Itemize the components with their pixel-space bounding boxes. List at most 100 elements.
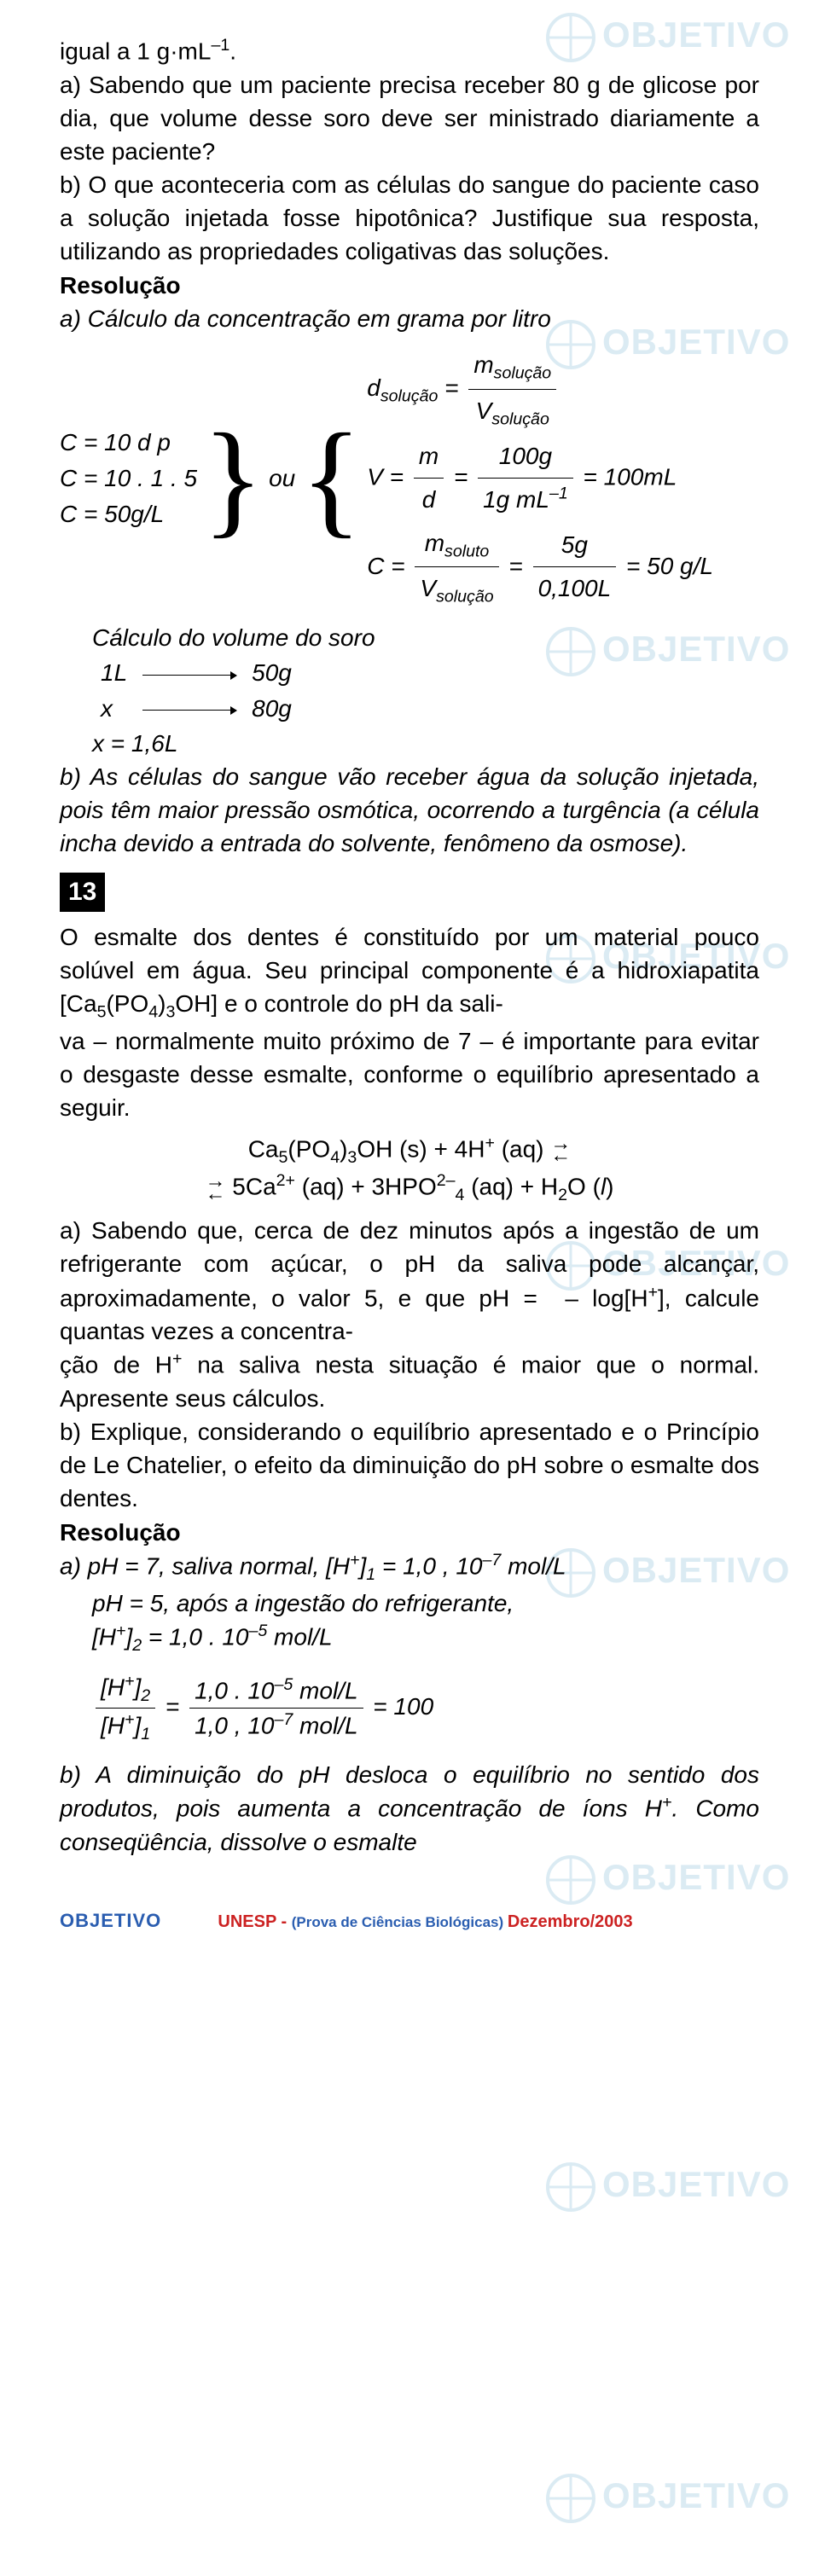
eq2: =	[454, 463, 474, 490]
v-line: V = m d = 100g 1g mL–1 = 100mL	[367, 435, 713, 522]
q13qa5: +	[172, 1349, 182, 1368]
equilibrium-arrow-icon: →←	[550, 1138, 571, 1163]
eq2c: (aq) + 3HPO	[295, 1173, 437, 1199]
q13-s3: 3	[166, 1003, 176, 1022]
left-l3: C = 50g/L	[60, 496, 197, 532]
v-frac1: m d	[414, 435, 444, 522]
f3d: 0,100L	[533, 567, 617, 610]
r2a3s: +	[116, 1622, 125, 1640]
eq5: = 50 g/L	[626, 552, 713, 578]
f2d: 1g mL	[483, 486, 549, 513]
fn4: 2	[141, 1686, 150, 1705]
eq1h: +	[485, 1134, 494, 1152]
fd2: +	[125, 1710, 134, 1729]
r2a1r: = 1,0 , 10	[375, 1552, 482, 1579]
f1d: d	[414, 479, 444, 521]
footer-unesp: UNESP -	[218, 1912, 291, 1931]
r2a3l: [H	[92, 1624, 116, 1651]
eq1f: 3	[347, 1147, 357, 1166]
res2-frac: [H+]2 [H+]1 = 1,0 . 10–5 mol/L 1,0 , 10–…	[60, 1670, 759, 1747]
intro-exp: –1	[211, 36, 229, 55]
f1n: m	[414, 435, 444, 479]
r2b1: b) A diminuição do pH desloca o equilíbr…	[60, 1761, 759, 1822]
volcalc-title: Cálculo do volume do soro	[92, 621, 759, 654]
volcalc-table: 1L 50g x 80g	[92, 654, 300, 726]
dsol-frac: msolução Vsolução	[468, 344, 556, 435]
res1-b: b) As células do sangue vão receber água…	[60, 760, 759, 861]
eq2j: )	[606, 1173, 613, 1199]
r2a3u: mol/L	[267, 1624, 332, 1651]
equilibrium-arrow-icon: →←	[206, 1175, 226, 1200]
arrow-icon	[142, 710, 236, 711]
c-frac1: msoluto Vsolução	[415, 522, 498, 613]
q13qa4: ção de H	[60, 1352, 172, 1378]
vc-result: x = 1,6L	[92, 727, 759, 760]
table-row: x 80g	[94, 692, 299, 725]
eq1i: (aq)	[495, 1135, 550, 1162]
q13-para: O esmalte dos dentes é constituído por u…	[60, 920, 759, 1024]
dsol-eq: =	[438, 374, 465, 401]
vc-r1r: 50g	[245, 656, 299, 689]
f3n: 5g	[533, 524, 617, 567]
cn: m	[425, 530, 444, 556]
eq1c: (PO	[288, 1135, 330, 1162]
objetivo-watermark: OBJETIVO	[546, 2474, 790, 2523]
table-row: 1L 50g	[94, 656, 299, 689]
eq4: =	[508, 552, 529, 578]
dsol-line: d solução = msolução Vsolução	[367, 344, 713, 435]
right-brace-1: }	[197, 427, 269, 530]
vc-r2l: x	[94, 692, 134, 725]
rhs-frac: 1,0 . 10–5 mol/L 1,0 , 10–7 mol/L	[189, 1674, 363, 1742]
r2a3e: –5	[248, 1622, 267, 1640]
question-number-13: 13	[60, 873, 105, 912]
res1-a-lead: a) Cálculo da concentração em grama por …	[60, 302, 759, 335]
f2dexp: –1	[549, 484, 568, 503]
rd3: mol/L	[293, 1712, 357, 1738]
question-b: b) O que aconteceria com as células do s…	[60, 168, 759, 269]
resolucao-heading-1: Resolução	[60, 269, 759, 302]
eq2a: 5Ca	[226, 1173, 276, 1199]
dsol-d: d	[367, 374, 380, 401]
feq: =	[166, 1693, 186, 1720]
rd1: 1,0 , 10	[195, 1712, 274, 1738]
q13-m2: )	[158, 990, 166, 1017]
eq2b: 2+	[276, 1171, 295, 1190]
lhs-frac: [H+]2 [H+]1	[96, 1670, 155, 1747]
v-eq-lhs: V =	[367, 463, 410, 490]
m-sub: solução	[494, 364, 552, 383]
brace-left-col: C = 10 d p C = 10 . 1 . 5 C = 50g/L	[60, 425, 197, 532]
eq2f: (aq) + H	[464, 1173, 558, 1199]
left-brace-1: {	[295, 427, 367, 530]
footer-parens: (Prova de Ciências Biológicas)	[292, 1914, 508, 1930]
eq2h: O (	[567, 1173, 601, 1199]
r2a1s: +	[350, 1551, 359, 1569]
res2-b: b) A diminuição do pH desloca o equilíbr…	[60, 1758, 759, 1859]
r2a1u: mol/L	[501, 1552, 566, 1579]
res2-a2: pH = 5, após a ingestão do refrigerante,	[60, 1587, 759, 1620]
brace-layout: C = 10 d p C = 10 . 1 . 5 C = 50g/L } ou…	[60, 344, 759, 612]
vc-r1l: 1L	[94, 656, 134, 689]
v-sub: solução	[491, 409, 549, 428]
f2n: 100g	[478, 435, 573, 479]
q13-para2: va – normalmente muito próximo de 7 – é …	[60, 1024, 759, 1125]
q13-qb: b) Explique, considerando o equilíbrio a…	[60, 1415, 759, 1516]
cds: solução	[436, 588, 494, 606]
volcalc-block: Cálculo do volume do soro 1L 50g x 80g x…	[60, 621, 759, 760]
c-line: C = msoluto Vsolução = 5g 0,100L = 50 g/…	[367, 522, 713, 613]
page-content: igual a 1 g·mL–1. a) Sabendo que um paci…	[0, 0, 819, 1876]
q13qa2: +	[648, 1283, 658, 1302]
q13-m1: (PO	[106, 990, 148, 1017]
footer-date: Dezembro/2003	[508, 1912, 633, 1931]
r2a3r: = 1,0 . 10	[142, 1624, 248, 1651]
intro-period: .	[229, 38, 236, 64]
q13-qa: a) Sabendo que, cerca de dez minutos apó…	[60, 1214, 759, 1348]
eq2g: 2	[558, 1186, 567, 1204]
question-a: a) Sabendo que um paciente precisa receb…	[60, 68, 759, 169]
objetivo-watermark: OBJETIVO	[546, 2162, 790, 2212]
r2a1sb: 1	[366, 1565, 375, 1584]
eq1d: 4	[330, 1147, 340, 1166]
resolucao-heading-2: Resolução	[60, 1516, 759, 1549]
vc-r2r: 80g	[245, 692, 299, 725]
arrow-icon	[142, 675, 236, 676]
cd: V	[420, 575, 436, 601]
